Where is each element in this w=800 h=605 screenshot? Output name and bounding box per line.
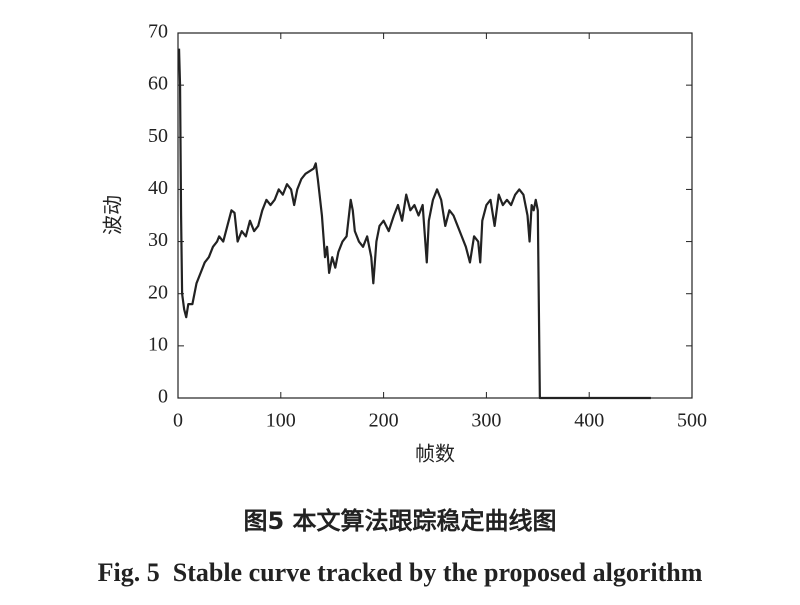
x-tick-label: 200 [369,410,399,432]
y-tick-label: 40 [148,177,168,199]
x-tick-label: 100 [266,410,296,432]
y-axis-label: 波动 [102,195,125,235]
caption-cn: 图5 本文算法跟踪稳定曲线图 [243,507,556,535]
caption-en: Fig. 5 Stable curve tracked by the propo… [98,558,703,587]
x-tick-label: 500 [677,410,707,432]
y-tick-label: 70 [148,21,168,43]
y-tick-label: 60 [148,73,168,95]
y-tick-label: 50 [148,125,168,147]
x-tick-label: 400 [574,410,604,432]
y-tick-label: 20 [148,281,168,303]
y-tick-label: 0 [158,386,168,408]
y-tick-label: 10 [148,333,168,355]
y-tick-label: 30 [148,229,168,251]
x-tick-label: 300 [471,410,501,432]
data-line [177,48,651,400]
x-axis-label: 帧数 [415,443,455,466]
plot-frame [177,32,693,399]
x-tick-label: 0 [173,410,183,432]
